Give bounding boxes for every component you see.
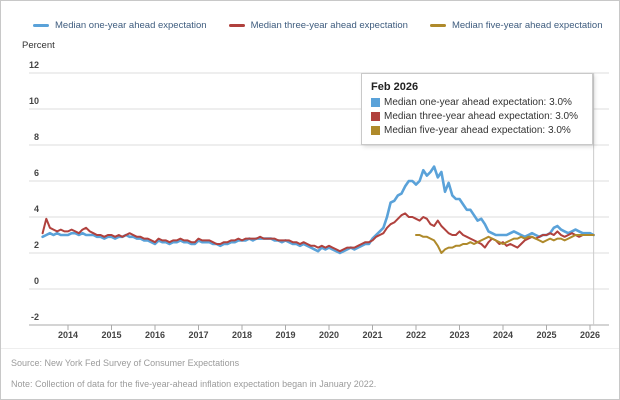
tooltip-row-five-year: Median five-year ahead expectation: 3.0% [371, 125, 583, 136]
y-tick-label: 2 [33, 240, 39, 250]
x-tick-label: 2019 [275, 330, 296, 340]
y-tick-label: 10 [28, 96, 39, 106]
x-tick-label: 2021 [362, 330, 383, 340]
tooltip-value-five-year: Median five-year ahead expectation: 3.0% [384, 125, 571, 136]
series-line-five-year[interactable] [415, 234, 595, 254]
chart-legend: Median one-year ahead expectation Median… [33, 20, 602, 31]
legend-item-one-year[interactable]: Median one-year ahead expectation [33, 20, 207, 31]
one-year-swatch-icon [371, 98, 380, 107]
y-axis-unit-label: Percent [22, 40, 55, 51]
x-tick-label: 2016 [144, 330, 166, 340]
note-text: Note: Collection of data for the five-ye… [11, 379, 377, 389]
tooltip-row-three-year: Median three-year ahead expectation: 3.0… [371, 111, 583, 122]
x-tick-label: 2024 [492, 330, 514, 340]
x-tick-label: 2018 [231, 330, 253, 340]
three-year-swatch-icon [371, 112, 380, 121]
y-tick-label: 6 [33, 168, 39, 178]
tooltip-value-three-year: Median three-year ahead expectation: 3.0… [384, 111, 579, 122]
five-year-swatch-icon [371, 126, 380, 135]
one-year-line-swatch-icon [33, 24, 49, 27]
footer-divider [1, 348, 619, 349]
tooltip-value-one-year: Median one-year ahead expectation: 3.0% [384, 97, 572, 108]
y-tick-label: 0 [33, 276, 39, 286]
series-line-one-year[interactable] [41, 165, 595, 255]
legend-item-three-year[interactable]: Median three-year ahead expectation [228, 20, 408, 31]
x-tick-label: 2022 [405, 330, 427, 340]
source-text: Source: New York Fed Survey of Consumer … [11, 358, 240, 368]
tooltip-title: Feb 2026 [371, 81, 419, 93]
x-tick-label: 2026 [579, 330, 601, 340]
x-tick-label: 2025 [536, 330, 557, 340]
x-tick-label: 2017 [188, 330, 209, 340]
x-tick-label: 2014 [57, 330, 79, 340]
y-tick-label: 8 [33, 132, 39, 142]
y-tick-label: 12 [28, 60, 39, 70]
hover-tooltip: Feb 2026 Median one-year ahead expectati… [361, 73, 593, 145]
x-tick-label: 2020 [318, 330, 340, 340]
x-tick-label: 2015 [101, 330, 122, 340]
three-year-line-swatch-icon [228, 24, 245, 27]
legend-item-five-year[interactable]: Median five-year ahead expectation [429, 20, 603, 31]
legend-label-three-year: Median three-year ahead expectation [250, 20, 408, 31]
y-tick-label: 4 [33, 204, 39, 214]
tooltip-row-one-year: Median one-year ahead expectation: 3.0% [371, 97, 583, 108]
legend-label-one-year: Median one-year ahead expectation [55, 20, 207, 31]
legend-label-five-year: Median five-year ahead expectation [451, 20, 603, 31]
x-tick-label: 2023 [449, 330, 470, 340]
y-tick-label: -2 [30, 312, 39, 322]
five-year-line-swatch-icon [429, 24, 446, 27]
